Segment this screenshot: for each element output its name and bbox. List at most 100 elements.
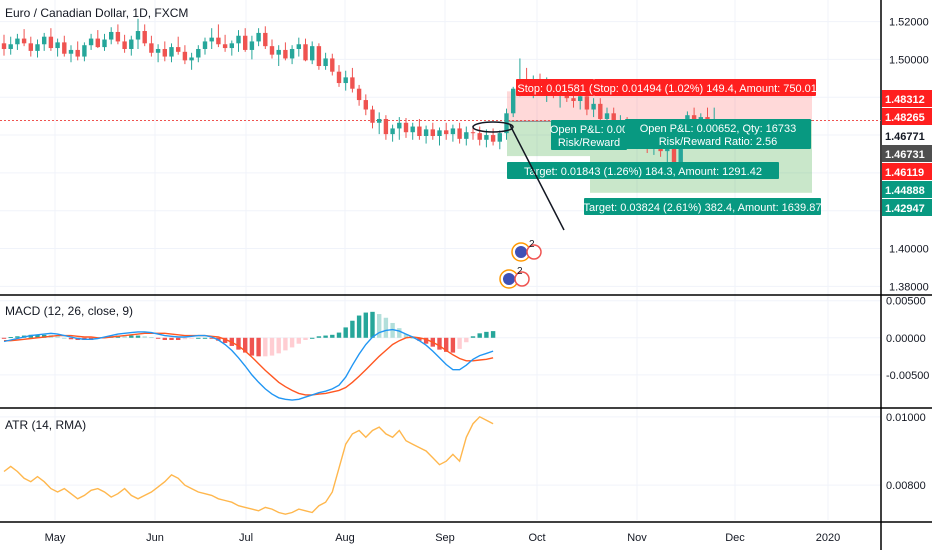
candle [464,126,469,146]
price-tag-label: 1.42947 [885,203,925,215]
stop-label-text: Stop: 0.01494 (1.02%) 149.4, Amount: 750… [593,83,817,95]
macd-histogram-bar [269,337,275,356]
candle-body [269,46,275,55]
candle-body [122,41,127,49]
target-label-box [584,198,821,215]
candle [8,36,13,55]
candle [129,35,134,56]
candle-body [169,47,174,57]
macd-histogram-bar [256,337,261,357]
candle-body [283,49,288,59]
macd-histogram-bar [189,337,194,339]
candle-body [222,44,228,49]
candle-body [68,49,74,54]
candle-body [343,77,348,84]
macd-histogram-bar [377,314,382,338]
macd-histogram-bar [55,336,60,338]
macd-histogram-bar [222,337,228,343]
candle [370,105,375,129]
candle-body [21,38,27,44]
candle-body [263,32,268,47]
macd-histogram-bar [470,336,476,338]
candle [35,39,40,58]
candle [423,125,429,144]
macd-histogram-bar [135,335,141,338]
macd-histogram-bar [15,336,20,338]
candle-body [303,44,308,61]
price-tag-label: 1.46731 [885,149,925,161]
stop-label: Stop: 0.01581 ( [516,79,594,96]
price-tick-label: 1.52000 [889,17,929,29]
macd-histogram-bar [202,337,208,339]
macd-histogram-bar [383,317,389,338]
macd-tick-label: -0.00500 [886,370,929,382]
stop-zone [507,91,590,122]
candle-body [383,118,389,135]
pnl-label: Open P&L: 0.00652, Qty: 16733Risk/Reward… [625,119,811,149]
pnl-label-box [625,119,811,149]
candle-body [417,126,422,137]
candle-body [28,43,33,51]
macd-histogram-bar [243,337,248,353]
target-label-text: Target: 0.03824 (2.61%) 382.4, Amount: 1… [584,202,822,214]
macd-histogram-bar [350,320,355,338]
candle-body [356,88,362,101]
candle-body [316,46,322,67]
candle-body [430,129,435,137]
candle-body [296,44,301,49]
price-tick-label: 1.40000 [889,244,929,256]
macd-histogram-bar [289,337,295,348]
atr-tick-label: 0.01000 [886,412,926,424]
candle [95,30,100,49]
ca-flag-icon [526,244,542,260]
macd-histogram-bar [296,337,301,344]
candle-body [671,147,677,165]
macd-histogram-bar [209,337,214,339]
candle-body [410,126,415,133]
candle-body [75,49,80,57]
candle-body [450,128,456,135]
candle-body [571,98,576,102]
candle [135,18,141,49]
candle [42,32,47,51]
atr-line [3,415,494,515]
candle [21,29,27,47]
stop-label-box [594,79,816,96]
macd-histogram-bar [142,336,147,338]
candle [444,122,449,140]
price-tick-label: 1.50000 [889,54,929,66]
time-tick-label: Sep [435,532,455,544]
macd-histogram-bar [484,331,489,338]
candle [209,28,214,49]
trend-line [509,124,565,231]
atr-tick-label: 0.00800 [886,480,926,492]
candle-body [437,130,442,137]
candle-body [336,71,342,84]
macd-histogram-bar [370,311,375,338]
macd-histogram-bar [122,335,127,338]
candle [276,45,281,67]
candle-body [62,42,67,54]
time-tick-label: Jul [239,532,253,544]
price-tag-label: 1.48312 [885,94,925,106]
candle-body [229,43,234,49]
candle [343,70,348,91]
candle [390,124,395,142]
time-tick-label: Dec [725,532,745,544]
candle [102,33,107,51]
candle [229,40,234,56]
macd-histogram-bar [129,335,134,338]
macd-tick-label: 0.00500 [886,296,926,308]
candle-body [470,132,476,134]
candle [68,45,74,63]
candle-body [15,38,20,45]
candle [48,28,54,51]
macd-histogram-bar [330,334,335,338]
candle [109,27,114,45]
candle [350,67,355,93]
macd-histogram-bar [410,337,415,339]
macd-histogram-bar [397,328,402,338]
candle [82,42,87,62]
candle [216,24,221,48]
